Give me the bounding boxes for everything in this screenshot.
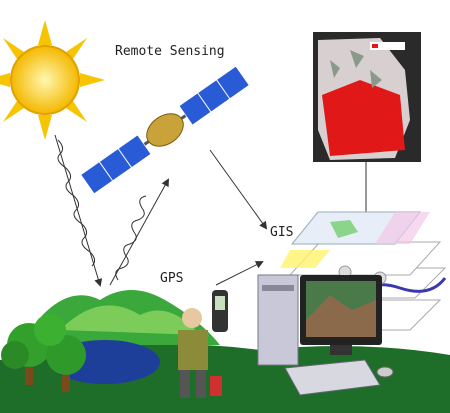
satellite-map [313,32,421,162]
diagram: Remote Sensing GIS GPS [0,0,450,413]
gis-label: GIS [270,225,293,240]
remote-sensing-label: Remote Sensing [115,44,225,59]
gps-label: GPS [160,271,183,286]
